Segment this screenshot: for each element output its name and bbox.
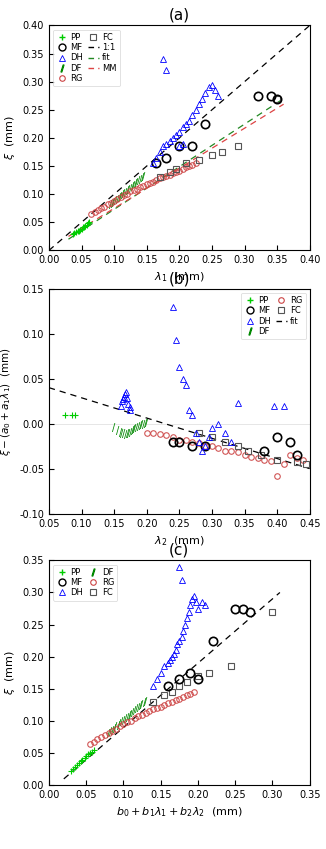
Legend: PP, MF, DH, DF, RG, FC: PP, MF, DH, DF, RG, FC [53, 565, 117, 601]
Text: /: / [144, 697, 147, 706]
Text: /: / [111, 726, 114, 736]
Text: /: / [131, 182, 134, 192]
Text: /: / [127, 185, 131, 194]
Text: /: / [120, 429, 124, 439]
Text: /: / [126, 713, 129, 722]
Text: /: / [109, 727, 112, 737]
Text: /: / [141, 700, 144, 710]
Text: /: / [118, 193, 121, 203]
Text: /: / [141, 173, 144, 183]
Text: /: / [124, 188, 127, 198]
Text: /: / [116, 194, 119, 205]
Text: /: / [107, 729, 110, 739]
Text: /: / [132, 425, 135, 435]
Text: /: / [137, 703, 140, 713]
Text: /: / [128, 711, 131, 721]
Text: /: / [133, 424, 137, 434]
Text: /: / [132, 181, 135, 191]
Text: /: / [139, 421, 142, 431]
Text: /: / [135, 178, 139, 188]
Legend: PP, MF, DH, DF, RG, FC, 1:1, fit, MM: PP, MF, DH, DF, RG, FC, 1:1, fit, MM [53, 30, 120, 87]
Legend: PP, MF, DH, DF, RG, FC, fit: PP, MF, DH, DF, RG, FC, fit [241, 293, 305, 340]
Text: /: / [129, 428, 132, 437]
Text: /: / [126, 187, 129, 196]
Text: /: / [114, 722, 118, 733]
Text: /: / [140, 420, 143, 430]
Text: /: / [122, 189, 126, 200]
Text: /: / [139, 701, 142, 711]
Text: /: / [124, 714, 127, 724]
X-axis label: $\lambda_2$  (mm): $\lambda_2$ (mm) [154, 534, 205, 548]
Text: /: / [131, 708, 135, 717]
Text: /: / [120, 717, 124, 728]
Text: /: / [143, 698, 146, 708]
Text: /: / [112, 423, 116, 433]
Text: /: / [134, 179, 137, 189]
Text: /: / [118, 719, 121, 729]
Text: /: / [116, 426, 119, 436]
Y-axis label: $\xi - (a_0 + a_1\lambda_1)$  (mm): $\xi - (a_0 + a_1\lambda_1)$ (mm) [0, 346, 13, 456]
Text: /: / [137, 422, 141, 432]
Text: /: / [109, 200, 112, 211]
Text: /: / [142, 172, 145, 183]
Text: /: / [113, 723, 116, 734]
Text: /: / [129, 710, 132, 720]
Text: /: / [119, 428, 122, 437]
Text: /: / [121, 190, 124, 200]
X-axis label: $b_0 + b_1\lambda_1 + b_2\lambda_2$  (mm): $b_0 + b_1\lambda_1 + b_2\lambda_2$ (mm) [116, 806, 243, 819]
Text: /: / [129, 183, 132, 194]
Text: /: / [137, 177, 141, 186]
Y-axis label: $\xi$  (mm): $\xi$ (mm) [3, 650, 17, 695]
Title: (c): (c) [169, 543, 189, 558]
Text: /: / [127, 429, 130, 439]
Text: /: / [111, 199, 114, 209]
Text: /: / [122, 430, 126, 440]
Text: /: / [117, 721, 120, 730]
Text: /: / [135, 423, 139, 433]
Text: /: / [126, 430, 129, 440]
Text: /: / [114, 196, 117, 206]
Title: (b): (b) [169, 271, 190, 286]
Text: /: / [124, 430, 127, 441]
Text: /: / [135, 705, 139, 715]
Text: /: / [131, 426, 134, 436]
Text: /: / [122, 716, 125, 726]
X-axis label: $\lambda_1$  (mm): $\lambda_1$ (mm) [154, 271, 205, 284]
Text: /: / [145, 418, 148, 428]
Text: /: / [119, 192, 122, 202]
Text: /: / [139, 175, 142, 185]
Y-axis label: $\xi$  (mm): $\xi$ (mm) [3, 115, 17, 160]
Text: /: / [142, 419, 145, 430]
Text: /: / [133, 706, 136, 717]
Text: /: / [112, 198, 116, 208]
Title: (a): (a) [169, 8, 190, 23]
Text: /: / [144, 419, 147, 429]
